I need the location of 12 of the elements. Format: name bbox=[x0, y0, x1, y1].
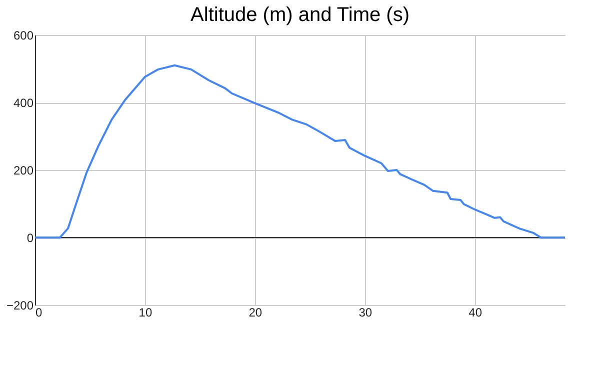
y-tick-label: 600 bbox=[13, 28, 34, 42]
y-tick-label: 400 bbox=[13, 96, 34, 110]
x-tick-label: 30 bbox=[358, 306, 372, 320]
line-series bbox=[34, 64, 566, 238]
y-tick-label: 0 bbox=[26, 231, 34, 245]
x-tick-label: 40 bbox=[468, 306, 482, 320]
y-tick-label: 200 bbox=[13, 164, 34, 178]
y-tick-label: −200 bbox=[6, 298, 34, 312]
chart-title: Altitude (m) and Time (s) bbox=[190, 4, 410, 26]
x-tick-label: 10 bbox=[138, 306, 152, 320]
x-tick-label: 20 bbox=[248, 306, 262, 320]
x-tick-label: 0 bbox=[36, 306, 42, 320]
